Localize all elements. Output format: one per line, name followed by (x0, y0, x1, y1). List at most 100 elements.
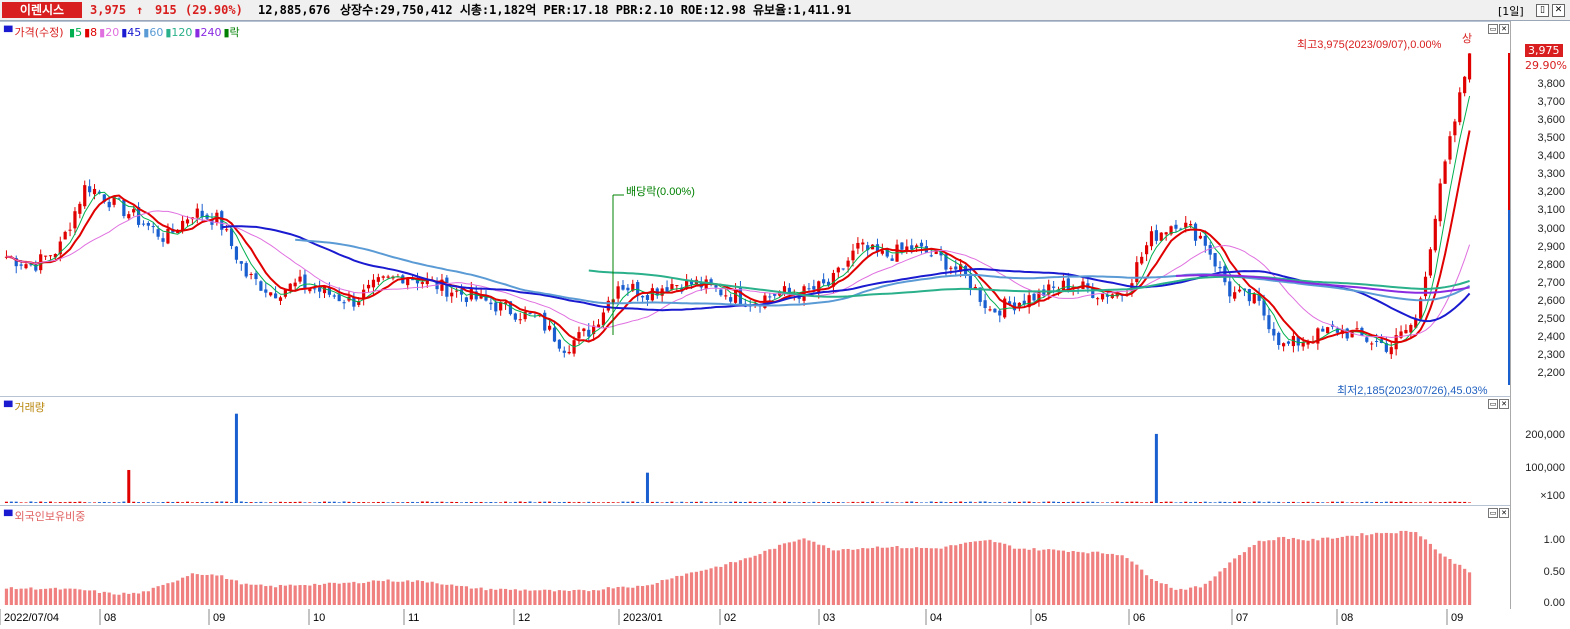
candle-body (1061, 280, 1066, 291)
foreign-ratio-bar (200, 574, 204, 605)
foreign-ratio-bar (337, 583, 341, 605)
foreign-ratio-bar (851, 549, 855, 605)
ma-legend-item[interactable]: ▮240 (194, 26, 222, 39)
foreign-ratio-bar (1022, 548, 1026, 605)
pane-maximize-icon[interactable]: ▭ (1488, 508, 1498, 518)
volume-bar (861, 501, 865, 503)
ma-legend-item[interactable]: ▮120 (165, 26, 193, 39)
pane-maximize-icon[interactable]: ▭ (1488, 24, 1498, 34)
foreign-ratio-bar (1096, 551, 1100, 605)
volume-bar (367, 502, 371, 503)
ma-legend-item[interactable]: ▮45 (121, 26, 142, 39)
candle-body (425, 279, 429, 285)
foreign-ratio-bar (489, 588, 493, 605)
ma-legend-item[interactable]: ▮5 (69, 26, 83, 39)
pane-handle-icon[interactable]: ▀ (4, 26, 13, 39)
volume-bar (1340, 501, 1344, 503)
foreign-ratio-bar (802, 538, 806, 605)
volume-bar (875, 502, 879, 503)
chart-canvas[interactable] (0, 0, 1510, 629)
candle-body (1027, 295, 1031, 308)
volume-bar (401, 502, 405, 503)
volume-bar (797, 502, 801, 503)
foreign-ratio-bar (875, 546, 880, 605)
candle-body (826, 281, 831, 286)
candle-body (288, 283, 292, 290)
candle-body (352, 297, 356, 307)
candle-body (1022, 300, 1026, 305)
foreign-ratio-bar (332, 582, 336, 605)
volume-bar (562, 501, 566, 503)
candle-body (293, 282, 297, 287)
volume-bar (1365, 501, 1369, 503)
volume-tick: 100,000 (1525, 462, 1565, 474)
pane-maximize-icon[interactable]: ▭ (1488, 399, 1498, 409)
period-selector[interactable]: [1일] (1498, 5, 1524, 18)
volume-bar (430, 501, 434, 503)
volume-bar (734, 501, 738, 503)
candle-body (1184, 222, 1188, 228)
price-change-pct: (29.90%) (185, 3, 243, 17)
ma-legend-item[interactable]: ▮60 (143, 26, 164, 39)
ma-legend-item[interactable]: ▮락 (223, 26, 240, 39)
volume-bar (1306, 501, 1310, 503)
foreign-ratio-bar (1164, 584, 1168, 605)
candle-body (322, 286, 327, 294)
foreign-ratio-bar (680, 575, 684, 605)
volume-bar (1291, 501, 1295, 503)
candle-body (141, 223, 146, 225)
candle-body (528, 313, 532, 315)
foreign-ratio-bar (1463, 568, 1467, 605)
candle-body (719, 289, 723, 296)
foreign-ratio-bar (1105, 554, 1110, 605)
volume-bar (1047, 501, 1051, 503)
foreign-ratio-bar (63, 588, 67, 605)
price-tick: 3,300 (1537, 168, 1565, 181)
pane-close-icon[interactable]: ✕ (1499, 24, 1509, 34)
foreign-ratio-bar (631, 587, 635, 605)
pane-handle-icon[interactable]: ▀ (4, 401, 13, 414)
candle-body (513, 313, 517, 320)
foreign-ratio-bar (1262, 541, 1266, 605)
foreign-ratio-bar (58, 589, 62, 605)
foreign-pane[interactable]: ▀ 외국인보유비중 ▭ ✕ (0, 505, 1510, 610)
candle-body (435, 281, 439, 290)
candle-body (910, 245, 914, 250)
volume-bar (572, 502, 576, 503)
ma-legend-item[interactable]: ▮20 (99, 26, 120, 39)
foreign-ratio-bar (1228, 562, 1232, 605)
foreign-ratio-bar (993, 542, 997, 605)
pane-close-icon[interactable]: ✕ (1499, 399, 1509, 409)
volume-bar (171, 501, 175, 503)
close-icon[interactable]: ✕ (1552, 4, 1565, 17)
volume-bar (812, 501, 816, 503)
volume-tick: ×100 (1540, 490, 1565, 502)
foreign-ratio-bar (425, 582, 429, 605)
candle-body (303, 274, 307, 289)
volume-bar (973, 502, 977, 503)
foreign-ratio-bar (459, 586, 464, 605)
foreign-ratio-bar (406, 580, 410, 605)
restore-icon[interactable]: ▯ (1536, 4, 1549, 17)
foreign-ratio-bar (318, 584, 322, 605)
volume-bar (557, 502, 561, 503)
foreign-ratio-bar (944, 546, 948, 605)
volume-bar (949, 501, 953, 503)
volume-pane[interactable]: ▀ 거래량 ▭ ✕ (0, 396, 1510, 505)
foreign-ratio-bar (371, 580, 376, 605)
candle-body (200, 210, 204, 218)
volume-bar (14, 501, 18, 503)
pane-handle-icon[interactable]: ▀ (4, 510, 13, 523)
volume-bar (611, 502, 615, 503)
stock-name[interactable]: 이렌시스 (2, 2, 82, 18)
candle-body (24, 264, 28, 269)
pane-close-icon[interactable]: ✕ (1499, 508, 1509, 518)
ma-legend-item[interactable]: ▮8 (84, 26, 98, 39)
volume-bar (1252, 501, 1256, 503)
foreign-ratio-bar (1301, 540, 1305, 605)
price-pane[interactable]: ▀ 가격(수정) ▮5 ▮8 ▮20 ▮45 ▮60 ▮120 ▮240 ▮락 ▭ ✕ (0, 21, 1510, 396)
candle-body (1193, 223, 1198, 241)
candle-body (846, 260, 850, 267)
volume-bar (523, 502, 527, 503)
ma-line-240 (1175, 274, 1470, 294)
